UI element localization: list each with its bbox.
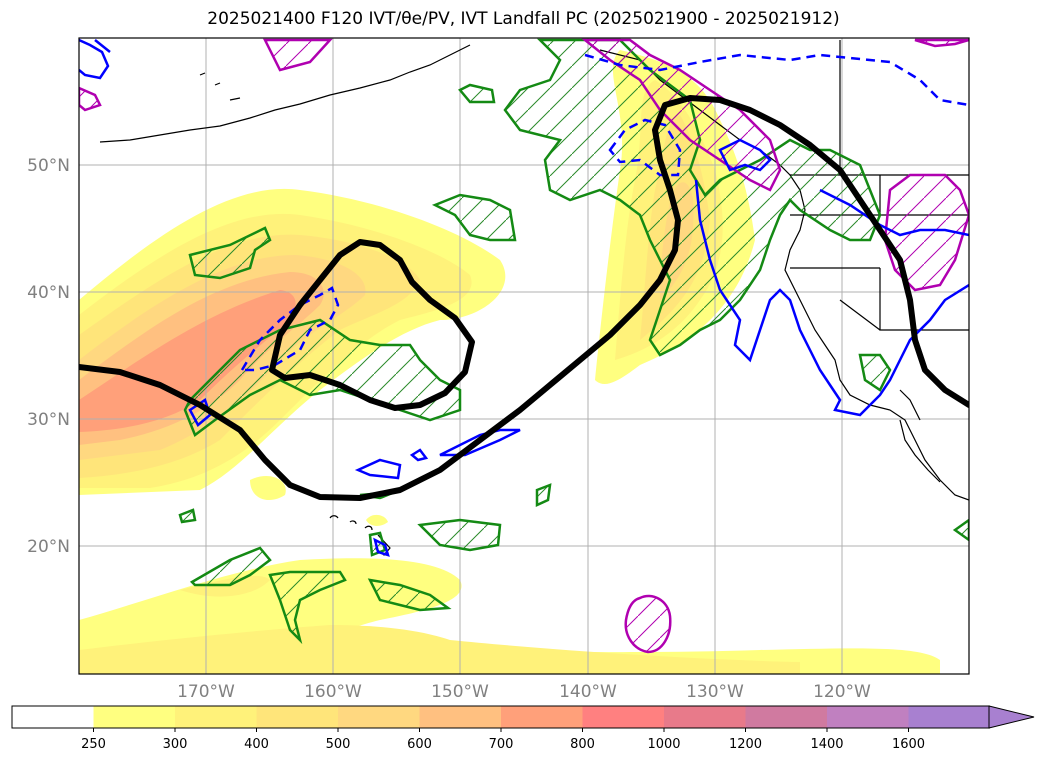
lat-label-50: 50°N xyxy=(27,156,70,176)
colorbar-segment xyxy=(338,706,420,728)
magenta-contours xyxy=(79,38,969,654)
colorbar-label: 1200 xyxy=(729,737,762,752)
colorbar-segment xyxy=(12,706,94,728)
colorbar-label: 1000 xyxy=(647,737,680,752)
theta-e-contour xyxy=(79,95,969,501)
lon-label-140w: 140°W xyxy=(559,682,617,702)
colorbar-label: 500 xyxy=(326,737,351,752)
colorbar-segment xyxy=(664,706,746,728)
colorbar-label: 600 xyxy=(407,737,432,752)
colorbar-segment xyxy=(827,706,909,728)
colorbar-segment xyxy=(745,706,828,728)
colorbar-label: 1400 xyxy=(810,737,843,752)
colorbar-label: 800 xyxy=(570,737,595,752)
lat-label-20: 20°N xyxy=(27,537,70,557)
colorbar-label: 300 xyxy=(163,737,188,752)
colorbar-segment xyxy=(256,706,339,728)
chart-title: 2025021400 F120 IVT/θe/PV, IVT Landfall … xyxy=(207,9,840,29)
lon-label-150w: 150°W xyxy=(431,682,489,702)
map-frame xyxy=(78,37,970,675)
colorbar-segment xyxy=(501,706,583,728)
colorbar-segment xyxy=(582,706,665,728)
lon-label-160w: 160°W xyxy=(304,682,362,702)
lat-label-40: 40°N xyxy=(27,283,70,303)
colorbar-label: 1600 xyxy=(892,737,925,752)
lat-labels: 50°N 40°N 30°N 20°N xyxy=(27,156,70,557)
colorbar-segment xyxy=(93,706,176,728)
colorbar-segment xyxy=(419,706,502,728)
lon-label-130w: 130°W xyxy=(686,682,744,702)
lon-label-120w: 120°W xyxy=(813,682,871,702)
lon-labels: 170°W 160°W 150°W 140°W 130°W 120°W xyxy=(177,682,871,702)
colorbar-label: 400 xyxy=(244,737,269,752)
colorbar: 250 300 400 500 600 700 800 1000 1200 1400 1600 xyxy=(11,705,1035,752)
colorbar-segment xyxy=(175,706,257,728)
lat-label-30: 30°N xyxy=(27,410,70,430)
colorbar-extend-arrow xyxy=(988,705,1035,729)
colorbar-segment xyxy=(908,706,991,728)
lon-label-170w: 170°W xyxy=(177,682,235,702)
colorbar-label: 250 xyxy=(81,737,106,752)
colorbar-label: 700 xyxy=(489,737,514,752)
